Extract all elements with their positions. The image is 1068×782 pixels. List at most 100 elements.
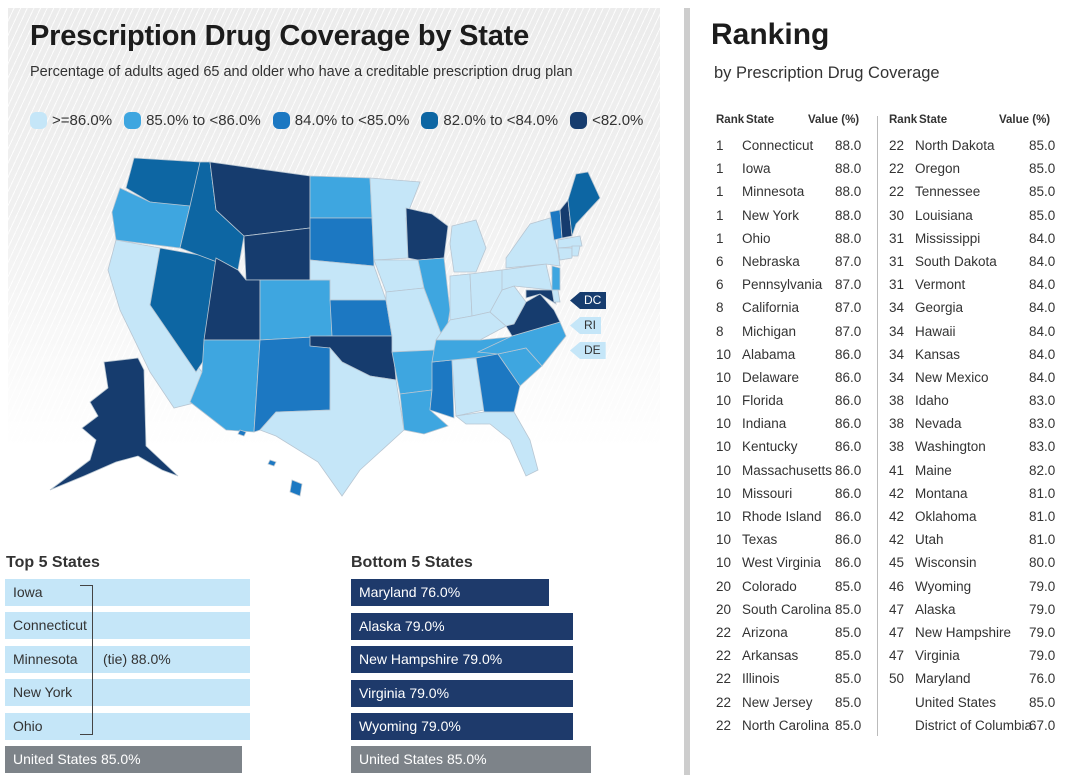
state-IN[interactable]	[449, 273, 473, 321]
state-cell: New Hampshire	[915, 624, 1012, 640]
state-NC[interactable]	[476, 321, 567, 367]
state-HI-islands[interactable]	[267, 459, 277, 467]
legend-item: >=86.0%	[30, 112, 112, 129]
bottom5-bar: Wyoming 79.0%	[351, 713, 573, 740]
ranking-row: 22 Arkansas 85.0	[716, 644, 866, 667]
rank-cell: 42	[889, 509, 905, 524]
bottom5-us-bar: United States 85.0%	[351, 746, 591, 773]
state-cell: District of Columbia	[915, 717, 1033, 733]
top5-state-label: New York	[13, 684, 73, 700]
state-GA[interactable]	[475, 353, 521, 413]
value-cell: 86.0	[835, 369, 862, 385]
state-MD[interactable]	[525, 289, 557, 305]
legend-swatch	[421, 112, 439, 129]
state-FL[interactable]	[455, 411, 539, 477]
state-KS[interactable]	[329, 299, 393, 337]
header-rank: Rank	[716, 114, 745, 126]
rank-cell: 38	[889, 439, 905, 455]
state-cell: Tennessee	[915, 184, 981, 200]
state-cell: Alabama	[742, 346, 796, 362]
legend-label: 85.0% to <86.0%	[146, 112, 261, 129]
rank-cell: 10	[716, 346, 732, 362]
value-cell: 86.0	[835, 532, 862, 548]
value-cell: 84.0	[1029, 277, 1056, 293]
value-cell: 84.0	[1029, 230, 1056, 246]
value-cell: 83.0	[1029, 416, 1056, 432]
ranking-row: 10 Rhode Island 86.0	[716, 505, 866, 528]
state-SD[interactable]	[309, 217, 375, 267]
rank-cell: 10	[716, 462, 732, 478]
rank-cell: 30	[889, 207, 905, 223]
state-CO[interactable]	[259, 279, 333, 341]
rank-cell: 10	[716, 485, 732, 501]
state-cell: Maine	[915, 462, 952, 478]
value-cell: 86.0	[835, 439, 862, 455]
rank-cell: 34	[889, 346, 905, 362]
state-MS[interactable]	[429, 359, 455, 419]
state-HI[interactable]	[289, 479, 303, 497]
value-cell: 79.0	[1029, 601, 1056, 617]
bottom5-bar: Alaska 79.0%	[351, 612, 573, 640]
rank-cell: 22	[716, 648, 732, 664]
rank-cell: 41	[889, 462, 905, 478]
state-NY[interactable]	[505, 217, 561, 269]
rank-cell: 42	[889, 532, 905, 548]
value-cell: 81.0	[1029, 509, 1056, 524]
state-cell: Vermont	[915, 277, 966, 293]
state-ME[interactable]	[567, 171, 601, 237]
top5-state-label: Ohio	[13, 718, 43, 734]
ranking-row: 22 Oregon 85.0	[889, 157, 1059, 180]
state-WI[interactable]	[405, 207, 449, 261]
rank-cell: 8	[716, 323, 724, 339]
state-RI[interactable]	[571, 245, 581, 257]
ranking-row: District of Columbia 67.0	[889, 714, 1059, 737]
value-cell: 86.0	[835, 346, 862, 362]
header-value: Value (%)	[808, 114, 860, 126]
state-cell: Georgia	[915, 300, 964, 316]
ranking-row: 46 Wyoming 79.0	[889, 575, 1059, 598]
state-MA[interactable]	[557, 235, 583, 249]
state-cell: Indiana	[742, 416, 787, 432]
value-cell: 88.0	[835, 161, 862, 177]
state-HI-islands-2[interactable]	[237, 429, 247, 437]
state-cell: Montana	[915, 485, 968, 501]
ranking-row: 10 Florida 86.0	[716, 389, 866, 412]
value-cell: 88.0	[835, 207, 862, 223]
state-NJ[interactable]	[551, 265, 561, 291]
state-MI[interactable]	[449, 219, 487, 273]
ranking-row: 10 Missouri 86.0	[716, 482, 866, 505]
ranking-row: 47 Alaska 79.0	[889, 598, 1059, 621]
value-cell: 76.0	[1029, 671, 1056, 687]
ranking-row: 8 California 87.0	[716, 296, 866, 319]
state-CT[interactable]	[557, 247, 573, 261]
rank-cell: 22	[889, 161, 905, 177]
ranking-row: 10 Kentucky 86.0	[716, 435, 866, 458]
ranking-row: United States 85.0	[889, 691, 1059, 714]
state-cell: Wisconsin	[915, 555, 977, 571]
value-cell: 85.0	[835, 717, 862, 733]
state-VA[interactable]	[505, 293, 561, 337]
state-cell: North Carolina	[742, 717, 830, 733]
state-TX[interactable]	[259, 346, 405, 497]
rank-cell: 42	[889, 485, 905, 501]
state-ND[interactable]	[309, 175, 373, 219]
state-DE[interactable]	[551, 289, 561, 303]
rank-cell: 6	[716, 277, 724, 293]
value-cell: 86.0	[835, 509, 862, 524]
state-WY[interactable]	[243, 227, 311, 281]
ranking-row: 42 Utah 81.0	[889, 528, 1059, 551]
state-cell: Kentucky	[742, 439, 798, 455]
value-cell: 84.0	[1029, 369, 1056, 385]
state-cell: Colorado	[742, 578, 797, 594]
state-AR[interactable]	[391, 349, 437, 395]
header-rank: Rank	[889, 114, 918, 126]
state-AK[interactable]	[49, 357, 179, 491]
ranking-row: 10 Delaware 86.0	[716, 366, 866, 389]
value-cell: 83.0	[1029, 393, 1056, 409]
value-cell: 83.0	[1029, 439, 1056, 455]
state-cell: Mississippi	[915, 230, 981, 246]
ranking-row: 47 New Hampshire 79.0	[889, 621, 1059, 644]
rank-cell: 10	[716, 416, 732, 432]
value-cell: 79.0	[1029, 648, 1056, 664]
state-cell: Ohio	[742, 230, 771, 246]
